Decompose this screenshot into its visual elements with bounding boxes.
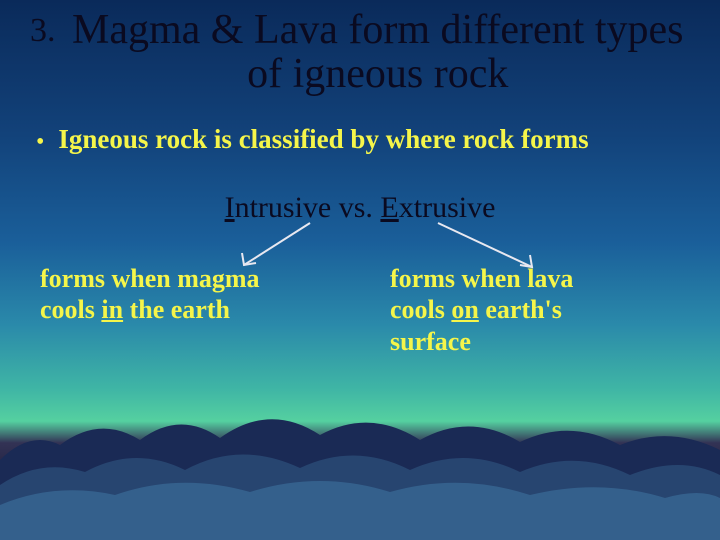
column-left: forms when magma cools in the earth (40, 263, 330, 357)
col-right-line2a: cools (390, 295, 451, 324)
slide-container: 3. Magma & Lava form different types of … (0, 0, 720, 540)
title-row: 3. Magma & Lava form different types of … (30, 8, 690, 96)
mountain-decoration (0, 390, 720, 540)
col-right-line2b: earth's (479, 295, 562, 324)
col-left-underline: in (101, 295, 123, 324)
subheading-word2-initial: E (380, 191, 398, 224)
subheading-vs: vs. (331, 191, 380, 224)
slide-content: 3. Magma & Lava form different types of … (30, 8, 690, 357)
subheading-word1-rest: ntrusive (235, 191, 332, 224)
columns: forms when magma cools in the earth form… (30, 263, 690, 357)
subheading-word2-rest: xtrusive (399, 191, 496, 224)
col-left-line1: forms when magma (40, 264, 260, 293)
col-right-line1: forms when lava (390, 264, 573, 293)
col-left-line2b: the earth (123, 295, 230, 324)
bullet-text: Igneous rock is classified by where rock… (58, 124, 588, 155)
slide-number: 3. (30, 8, 56, 48)
col-right-underline: on (451, 295, 478, 324)
slide-title: Magma & Lava form different types of ign… (66, 8, 691, 96)
col-right-line3: surface (390, 327, 471, 356)
subheading-word1-initial: I (225, 191, 235, 224)
bullet-icon: • (36, 124, 44, 154)
column-right: forms when lava cools on earth's surface (370, 263, 680, 357)
subheading: Intrusive vs. Extrusive (30, 191, 690, 225)
bullet-row: • Igneous rock is classified by where ro… (30, 124, 690, 155)
col-left-line2a: cools (40, 295, 101, 324)
